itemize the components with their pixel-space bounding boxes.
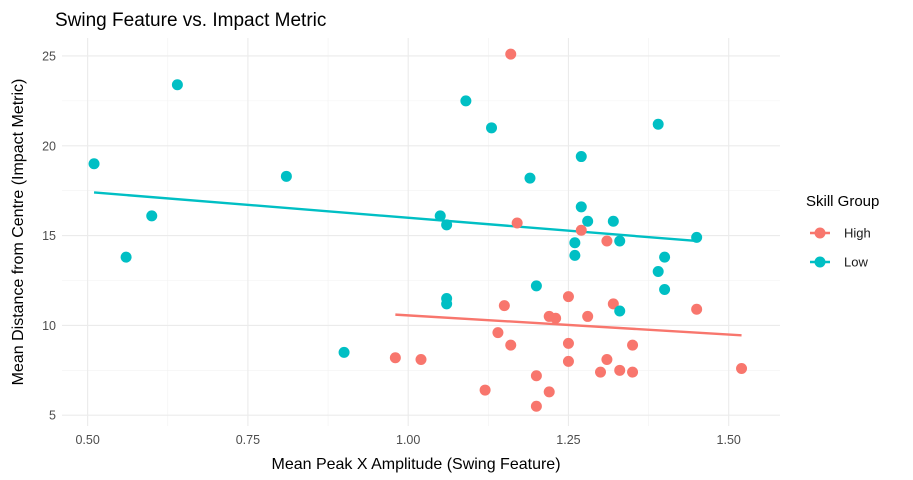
data-point-high xyxy=(550,312,562,324)
x-tick-label: 1.25 xyxy=(556,433,580,447)
data-point-high xyxy=(614,364,626,376)
y-tick-label: 10 xyxy=(42,319,56,333)
data-point-high xyxy=(595,366,606,378)
data-point-low xyxy=(441,298,453,310)
data-point-high xyxy=(389,352,401,364)
data-point-high xyxy=(511,217,523,229)
data-point-low xyxy=(88,158,100,170)
data-point-high xyxy=(415,354,427,366)
data-point-high xyxy=(582,310,594,322)
data-point-high xyxy=(575,224,587,236)
data-point-low xyxy=(659,283,671,295)
data-point-high xyxy=(562,355,574,367)
data-point-low xyxy=(486,122,498,134)
data-point-low xyxy=(575,201,587,213)
y-tick-label: 5 xyxy=(49,409,56,423)
x-tick-label: 1.50 xyxy=(717,433,741,447)
legend-items: High Low xyxy=(810,226,871,270)
legend: Skill Group High Low xyxy=(806,193,879,270)
data-point-high xyxy=(492,327,504,339)
x-axis-tick-labels: 0.50 0.75 1.00 1.25 1.50 xyxy=(75,433,740,447)
data-point-high xyxy=(505,48,517,60)
legend-label-high: High xyxy=(844,226,871,241)
data-point-high xyxy=(479,384,491,396)
data-point-low xyxy=(652,118,664,130)
data-point-high xyxy=(627,366,639,378)
data-point-low xyxy=(614,235,626,247)
data-point-low xyxy=(280,170,292,182)
data-point-high xyxy=(530,400,542,412)
data-point-high xyxy=(607,298,619,310)
data-point-low xyxy=(171,79,183,91)
data-point-high xyxy=(601,235,613,247)
data-point-low xyxy=(441,219,453,231)
data-point-high xyxy=(627,339,639,351)
data-point-low xyxy=(569,237,581,249)
data-point-low xyxy=(338,346,350,358)
legend-key-point-high xyxy=(814,227,826,239)
data-point-high xyxy=(505,339,517,351)
legend-label-low: Low xyxy=(844,255,868,270)
data-points xyxy=(88,48,748,412)
data-point-high xyxy=(736,363,748,375)
data-point-high xyxy=(543,386,555,398)
data-point-low xyxy=(146,210,158,222)
data-point-low xyxy=(659,251,671,263)
data-point-low xyxy=(607,215,619,227)
x-tick-label: 1.00 xyxy=(396,433,420,447)
chart-title: Swing Feature vs. Impact Metric xyxy=(55,10,326,31)
data-point-low xyxy=(582,215,594,227)
trend-line-low xyxy=(93,191,697,243)
data-point-high xyxy=(691,303,703,315)
data-point-high xyxy=(562,337,574,349)
data-point-high xyxy=(601,354,613,366)
data-point-high xyxy=(530,370,542,382)
x-tick-label: 0.75 xyxy=(236,433,260,447)
data-point-high xyxy=(562,291,574,303)
data-point-high xyxy=(498,300,510,312)
y-tick-label: 20 xyxy=(42,139,56,153)
data-point-low xyxy=(524,172,536,184)
y-axis-tick-labels: 5 10 15 20 25 xyxy=(42,49,56,422)
x-tick-label: 0.50 xyxy=(75,433,99,447)
data-point-low xyxy=(614,305,626,317)
y-tick-label: 15 xyxy=(42,229,56,243)
minor-gridlines xyxy=(62,38,780,426)
data-point-low xyxy=(691,231,703,243)
legend-key-point-low xyxy=(814,256,826,268)
data-point-low xyxy=(120,251,132,263)
legend-title: Skill Group xyxy=(806,193,879,210)
data-point-low xyxy=(652,266,664,278)
data-point-low xyxy=(460,95,472,107)
data-point-low xyxy=(434,210,446,222)
major-gridlines xyxy=(62,38,780,426)
data-point-low xyxy=(530,280,542,292)
data-point-low xyxy=(575,151,587,163)
y-axis-title: Mean Distance from Centre (Impact Metric… xyxy=(10,79,27,386)
data-point-low xyxy=(569,249,581,261)
trend-lines xyxy=(93,191,742,337)
trend-line-high xyxy=(395,313,742,337)
x-axis-title: Mean Peak X Amplitude (Swing Feature) xyxy=(271,456,560,473)
y-tick-label: 25 xyxy=(42,49,56,63)
